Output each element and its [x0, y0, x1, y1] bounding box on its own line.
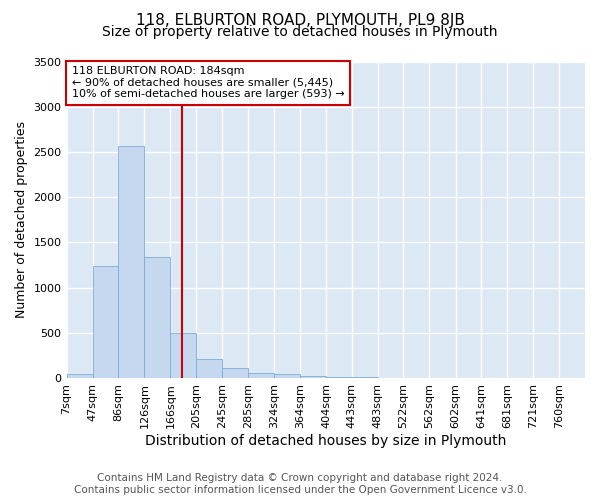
Bar: [196, 358, 222, 378]
Bar: [326, 377, 352, 378]
Text: Contains HM Land Registry data © Crown copyright and database right 2024.
Contai: Contains HM Land Registry data © Crown c…: [74, 474, 526, 495]
Text: 118 ELBURTON ROAD: 184sqm
← 90% of detached houses are smaller (5,445)
10% of se: 118 ELBURTON ROAD: 184sqm ← 90% of detac…: [72, 66, 344, 100]
Bar: [274, 374, 300, 378]
Bar: [67, 374, 92, 378]
Y-axis label: Number of detached properties: Number of detached properties: [15, 122, 28, 318]
Bar: [118, 146, 145, 378]
Text: 118, ELBURTON ROAD, PLYMOUTH, PL9 8JB: 118, ELBURTON ROAD, PLYMOUTH, PL9 8JB: [136, 12, 464, 28]
Bar: [92, 266, 118, 378]
Bar: [170, 333, 196, 378]
X-axis label: Distribution of detached houses by size in Plymouth: Distribution of detached houses by size …: [145, 434, 506, 448]
Bar: [145, 257, 170, 378]
Bar: [300, 376, 326, 378]
Text: Size of property relative to detached houses in Plymouth: Size of property relative to detached ho…: [102, 25, 498, 39]
Bar: [248, 373, 274, 378]
Bar: [222, 368, 248, 378]
